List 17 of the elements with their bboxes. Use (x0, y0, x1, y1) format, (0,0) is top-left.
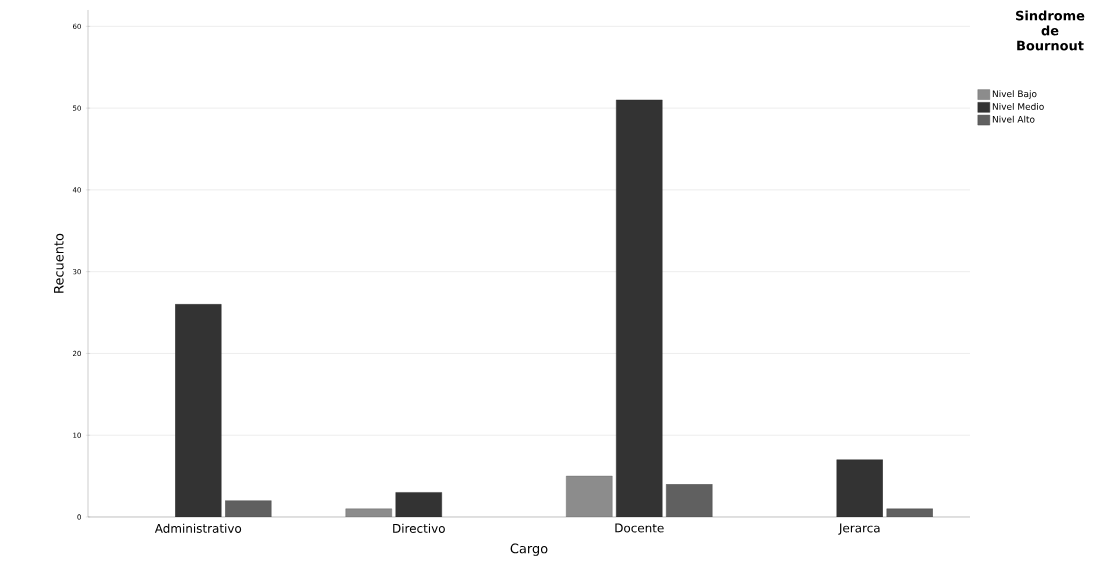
x-tick-label: Docente (615, 523, 664, 533)
x-tick-label: Jerarca (838, 523, 880, 535)
legend-label: Nivel Medio (992, 102, 1044, 110)
x-tick-label: Directivo (393, 523, 445, 533)
legend-label: Nivel Bajo (992, 90, 1037, 99)
bar (616, 99, 663, 517)
legend-title: Sindrome de Bournout (1016, 10, 1085, 51)
bar (886, 508, 933, 517)
bar (836, 459, 883, 517)
bar (395, 492, 442, 517)
bar (225, 500, 272, 517)
bar (666, 484, 713, 517)
bar (175, 304, 222, 517)
y-axis-title: Recuento (54, 233, 64, 293)
legend-label: Nivel Alto (992, 115, 1035, 123)
x-tick-label: Administrativo (154, 523, 242, 533)
x-axis-title: Cargo (510, 543, 548, 556)
